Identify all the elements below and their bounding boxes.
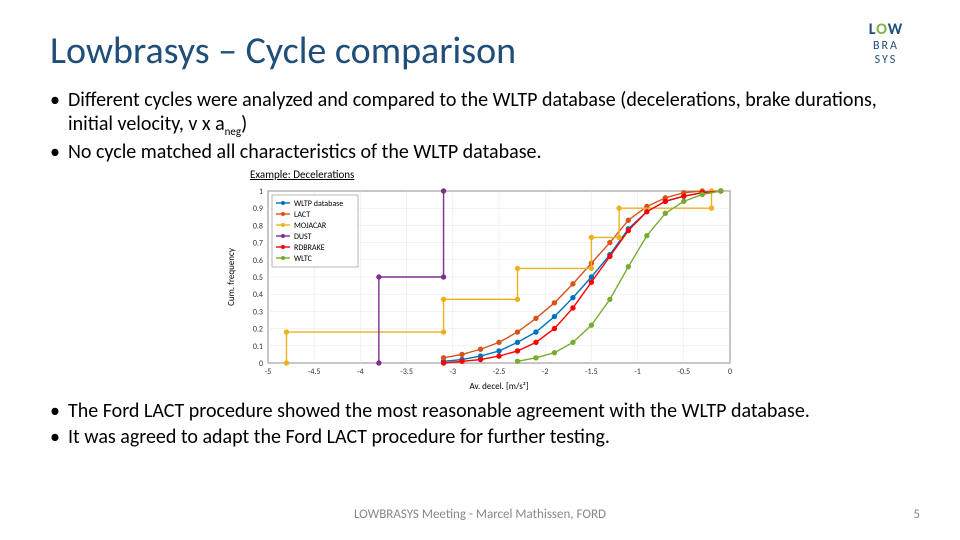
subscript: neg <box>225 125 241 138</box>
svg-text:0.1: 0.1 <box>253 342 263 352</box>
bullet-item: Different cycles were analyzed and compa… <box>50 88 910 138</box>
svg-text:0.2: 0.2 <box>253 325 263 335</box>
decelerations-chart: -5 -4.5 -4 -3.5 -3 -2.5 -2 -1.5 -1 -0.5 0 0 0.1 0.2 0.… <box>220 183 740 393</box>
logo-char: W <box>888 20 904 39</box>
svg-text:-5: -5 <box>265 367 272 377</box>
svg-text:MOJACAR: MOJACAR <box>294 221 327 231</box>
svg-text:WLTC: WLTC <box>294 254 313 264</box>
svg-text:0.7: 0.7 <box>253 239 263 249</box>
logo-char: O <box>876 20 888 39</box>
svg-text:RDBRAKE: RDBRAKE <box>294 243 325 253</box>
bullet-item: No cycle matched all characteristics of … <box>50 140 910 164</box>
svg-text:-1.5: -1.5 <box>585 367 598 377</box>
chart-caption: Example: Decelerations <box>250 168 354 181</box>
svg-text:-4.5: -4.5 <box>308 367 321 377</box>
svg-text:0.5: 0.5 <box>253 273 263 283</box>
svg-text:WLTP database: WLTP database <box>294 199 343 209</box>
svg-text:0.4: 0.4 <box>253 290 263 300</box>
svg-text:-4: -4 <box>357 367 364 377</box>
svg-text:Av. decel. [m/s²]: Av. decel. [m/s²] <box>469 381 528 392</box>
bullets-bottom: The Ford LACT procedure showed the most … <box>50 399 910 449</box>
page-number: 5 <box>913 507 920 522</box>
svg-text:DUST: DUST <box>294 232 312 242</box>
logo-line: SYS <box>846 53 926 67</box>
svg-text:-1: -1 <box>634 367 641 377</box>
svg-text:0: 0 <box>728 367 732 377</box>
svg-text:-0.5: -0.5 <box>678 367 691 377</box>
svg-text:-3.5: -3.5 <box>400 367 413 377</box>
svg-text:Cum. frequency: Cum. frequency <box>226 247 237 306</box>
bullets-top: Different cycles were analyzed and compa… <box>50 88 910 164</box>
bullet-item: It was agreed to adapt the Ford LACT pro… <box>50 425 910 449</box>
svg-text:0.3: 0.3 <box>253 308 263 318</box>
svg-text:-3: -3 <box>450 367 457 377</box>
svg-text:LACT: LACT <box>294 210 310 220</box>
bullet-tail: ) <box>241 112 247 136</box>
brand-logo: LOW BRA SYS <box>846 20 926 67</box>
svg-text:-2.5: -2.5 <box>493 367 506 377</box>
bullet-text: Different cycles were analyzed and compa… <box>68 88 877 136</box>
svg-text:0.9: 0.9 <box>253 204 263 214</box>
svg-text:0.6: 0.6 <box>253 256 263 266</box>
logo-line: BRA <box>846 39 926 53</box>
svg-text:0.8: 0.8 <box>253 222 263 232</box>
slide-title: Lowbrasys – Cycle comparison <box>50 28 910 74</box>
svg-text:0: 0 <box>259 359 263 369</box>
svg-text:-2: -2 <box>542 367 549 377</box>
footer-text: LOWBRASYS Meeting - Marcel Mathissen, FO… <box>0 507 960 522</box>
bullet-item: The Ford LACT procedure showed the most … <box>50 399 910 423</box>
svg-text:1: 1 <box>259 187 263 197</box>
